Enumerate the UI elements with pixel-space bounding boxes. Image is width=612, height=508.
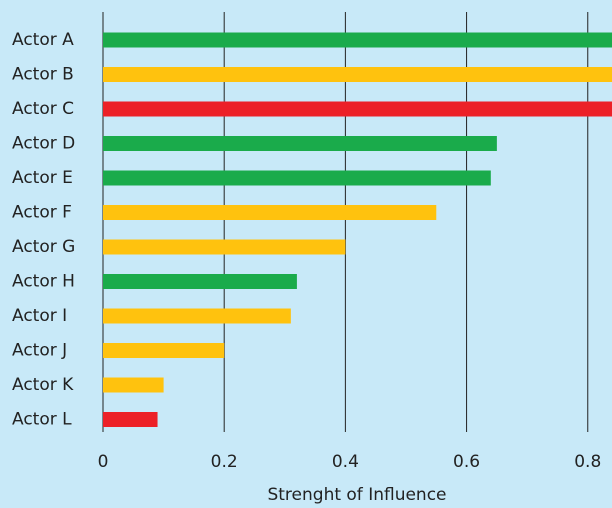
bar bbox=[103, 101, 612, 117]
y-tick-label: Actor E bbox=[12, 168, 73, 188]
y-tick-label: Actor G bbox=[12, 237, 75, 257]
y-tick-label: Actor D bbox=[12, 134, 75, 154]
y-tick-label: Actor C bbox=[12, 99, 74, 119]
y-tick-label: Actor L bbox=[12, 410, 72, 430]
y-tick-label: Actor H bbox=[12, 272, 75, 292]
bar bbox=[103, 274, 297, 289]
bar bbox=[103, 343, 225, 358]
y-tick-label: Actor A bbox=[12, 30, 74, 50]
y-tick-label: Actor F bbox=[12, 203, 72, 223]
x-tick-label: 0.6 bbox=[453, 452, 480, 472]
bar bbox=[103, 136, 497, 151]
x-tick-label: 0.2 bbox=[211, 452, 238, 472]
y-tick-label: Actor I bbox=[12, 306, 67, 326]
bar bbox=[103, 239, 346, 255]
x-tick-label: 0 bbox=[98, 452, 109, 472]
bar bbox=[103, 205, 437, 220]
y-tick-label: Actor B bbox=[12, 65, 74, 85]
x-axis-title: Strenght of Influence bbox=[267, 485, 446, 505]
y-tick-label: Actor K bbox=[12, 375, 74, 395]
bar bbox=[103, 170, 491, 186]
bar bbox=[103, 308, 291, 324]
bar bbox=[103, 412, 158, 427]
bar bbox=[103, 67, 612, 82]
x-tick-label: 0.8 bbox=[574, 452, 601, 472]
y-tick-label: Actor J bbox=[12, 341, 67, 361]
bar bbox=[103, 377, 164, 393]
bar bbox=[103, 32, 612, 48]
x-tick-label: 0.4 bbox=[332, 452, 359, 472]
